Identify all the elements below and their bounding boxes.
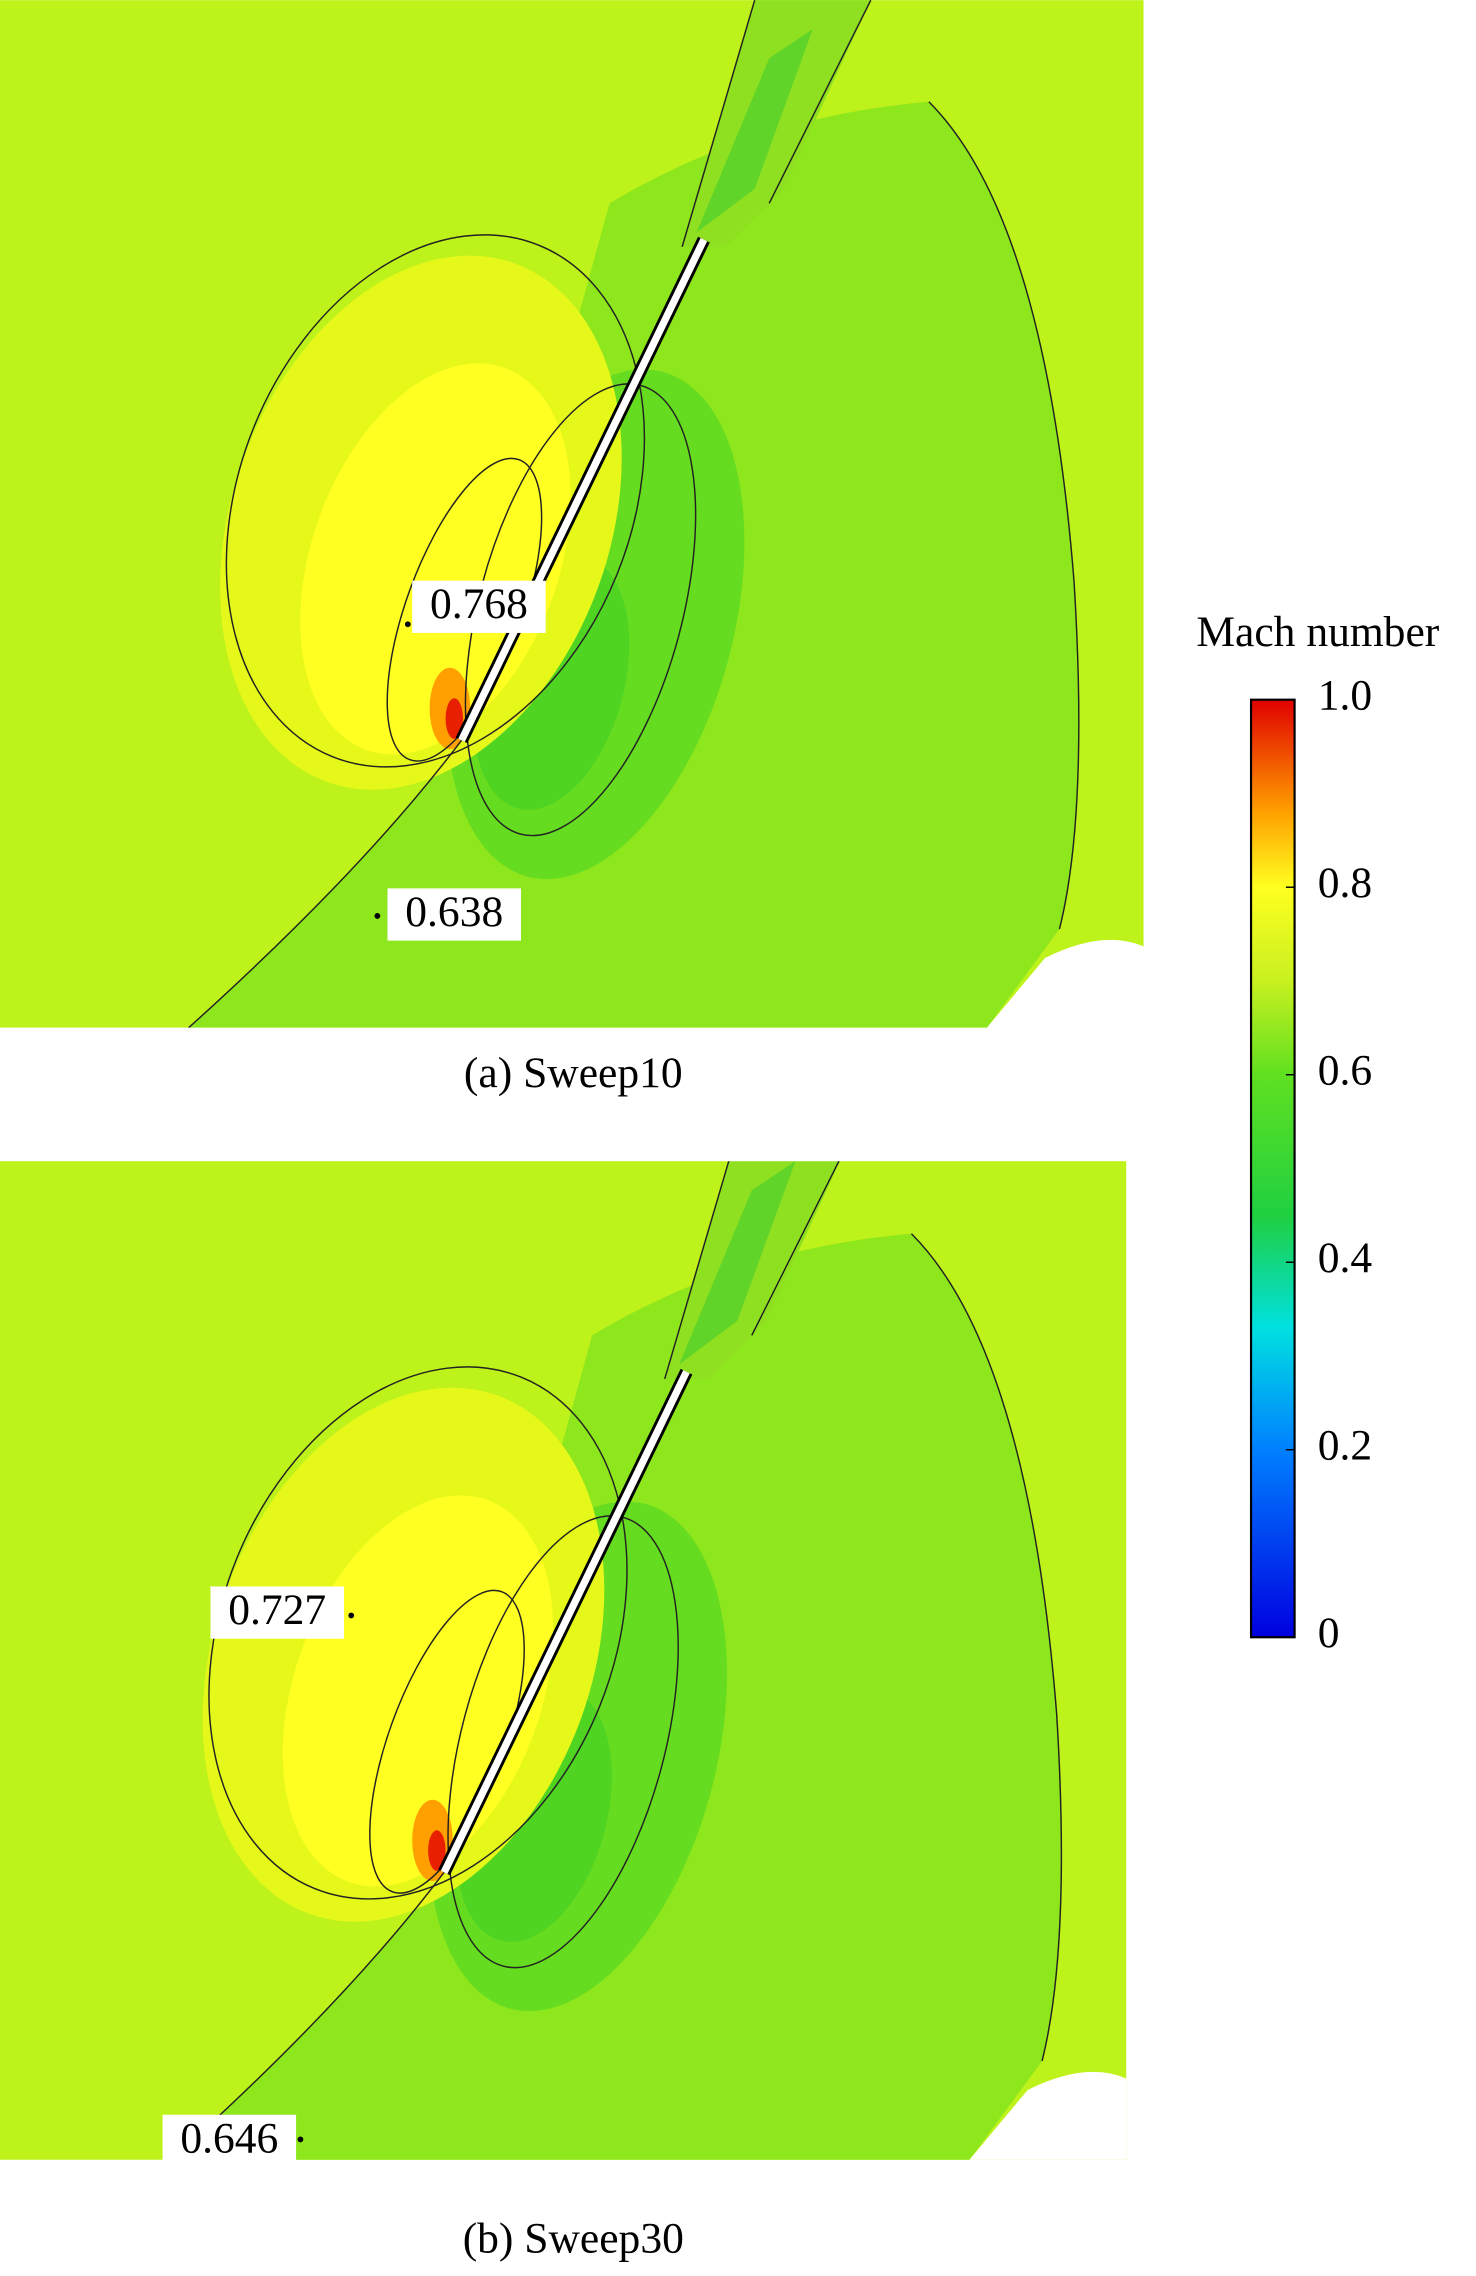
probe-label: 0.727 — [228, 1586, 326, 1634]
colorbar-tick-label: 0 — [1318, 1609, 1340, 1657]
colorbar-tick-label: 0.8 — [1318, 859, 1372, 907]
probe-point — [348, 1612, 355, 1619]
probe-label: 0.646 — [180, 2114, 278, 2162]
panel-caption: (b) Sweep30 — [463, 2214, 684, 2262]
colorbar-title: Mach number — [1196, 608, 1439, 656]
probe-label: 0.638 — [405, 888, 503, 936]
probe-label-box — [412, 580, 546, 633]
probe-point — [374, 913, 381, 919]
colorbar-tick-label: 0.6 — [1318, 1047, 1372, 1095]
probes: 0.768 0.638 0.727 0.646 — [162, 580, 546, 2167]
panel-caption: (a) Sweep10 — [464, 1049, 683, 1097]
colorbar-tick-label: 0.4 — [1318, 1234, 1373, 1282]
probe-point — [297, 2136, 304, 2143]
contour-panel-a — [0, 0, 1144, 1028]
colorbar — [1249, 698, 1296, 1639]
probe-label: 0.768 — [430, 580, 528, 628]
probe-label-box — [387, 888, 522, 941]
probe-point — [404, 621, 411, 628]
colorbar-tick-label: 1.0 — [1318, 672, 1372, 720]
colorbar-ticks: 1.0 0.8 0.6 0.4 0.2 0 — [1285, 672, 1373, 1657]
probe-label-box — [162, 2114, 297, 2167]
probe-label-box — [210, 1586, 344, 1639]
colorbar-tick-label: 0.2 — [1318, 1422, 1372, 1470]
contour-panel-b — [0, 1132, 1126, 2160]
